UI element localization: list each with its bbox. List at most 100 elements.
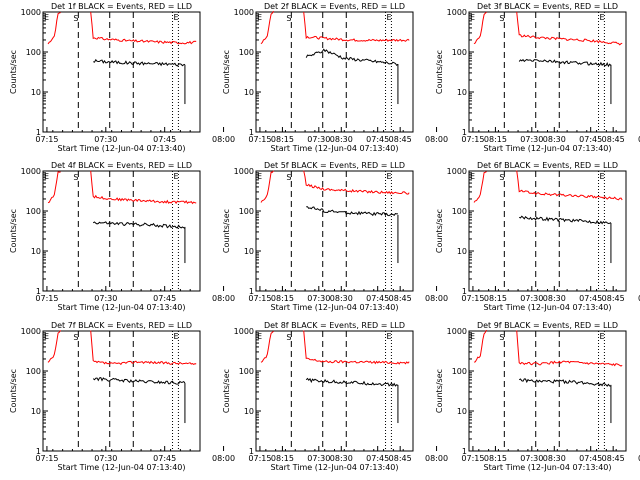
lld-series-pre: [47, 12, 61, 45]
x-tick-label: 07:30: [94, 454, 117, 463]
detector-panel: Det 5f BLACK = Events, RED = LLD11010010…: [222, 161, 625, 312]
x-tick-label: 07:15: [248, 135, 271, 144]
lld-series: [516, 330, 623, 367]
x-tick-label: 07:15: [461, 135, 484, 144]
x-tick-label: 07:45: [153, 294, 176, 303]
x-tick-label: 07:45: [579, 135, 602, 144]
marker-label-e-end: E: [387, 332, 392, 341]
x-tick-label: 07:15: [248, 454, 271, 463]
y-tick-label: 1000: [234, 8, 254, 17]
lld-series-pre: [473, 329, 488, 363]
lld-series-pre: [47, 171, 61, 204]
events-series: [518, 378, 611, 387]
x-tick-label: 07:45: [366, 135, 389, 144]
y-tick-label: 1000: [447, 167, 467, 176]
plot-frame: [255, 11, 414, 133]
events-series: [518, 58, 612, 68]
plot-frame: [255, 170, 414, 292]
x-tick-label: 07:45: [366, 454, 389, 463]
y-tick-label: 10: [457, 88, 467, 97]
y-tick-label: 100: [239, 367, 254, 376]
lld-series-pre: [260, 10, 275, 45]
x-axis-label: Start Time (12-Jun-04 07:13:40): [58, 303, 186, 312]
x-tick-label: 08:15: [484, 135, 507, 144]
x-axis-label: Start Time (12-Jun-04 07:13:40): [271, 463, 399, 472]
y-axis-label: Counts/sec: [9, 369, 18, 413]
marker-label-s: S: [73, 173, 78, 182]
marker-label-e-start: E: [44, 13, 49, 22]
lld-series: [90, 12, 197, 45]
y-tick-label: 100: [452, 207, 467, 216]
x-tick-label: 08:15: [271, 135, 294, 144]
x-axis-label: Start Time (12-Jun-04 07:13:40): [484, 463, 612, 472]
lld-series: [90, 170, 197, 205]
x-tick-label: 07:30: [307, 135, 330, 144]
panel-title: Det 6f BLACK = Events, RED = LLD: [477, 161, 618, 170]
x-tick-label: 08:30: [330, 135, 353, 144]
marker-label-e-start: E: [470, 172, 475, 181]
x-tick-label: 08:00: [212, 135, 235, 144]
plot-frame: [468, 11, 627, 133]
y-tick-label: 100: [239, 207, 254, 216]
y-tick-label: 1: [249, 128, 254, 137]
x-axis-label: Start Time (12-Jun-04 07:13:40): [484, 303, 612, 312]
panel-title: Det 3f BLACK = Events, RED = LLD: [477, 2, 618, 11]
marker-label-e-end: E: [600, 332, 605, 341]
detector-panel: Det 8f BLACK = Events, RED = LLD11010010…: [222, 321, 625, 472]
panel-title: Det 7f BLACK = Events, RED = LLD: [51, 321, 192, 330]
lld-series: [90, 330, 197, 366]
x-tick-label: 07:30: [94, 135, 117, 144]
x-tick-label: 07:45: [579, 454, 602, 463]
x-axis-label: Start Time (12-Jun-04 07:13:40): [271, 144, 399, 153]
marker-label-e-start: E: [470, 332, 475, 341]
y-tick-label: 1000: [447, 8, 467, 17]
x-tick-label: 08:00: [212, 294, 235, 303]
marker-label-s: S: [73, 333, 78, 342]
x-tick-label: 07:45: [579, 294, 602, 303]
lld-series: [516, 170, 623, 201]
y-tick-label: 10: [31, 407, 41, 416]
x-tick-label: 08:30: [330, 294, 353, 303]
y-tick-label: 1: [462, 287, 467, 296]
y-tick-label: 1: [36, 447, 41, 456]
x-tick-label: 07:15: [35, 135, 58, 144]
x-tick-label: 08:45: [602, 454, 625, 463]
detector-panel: Det 4f BLACK = Events, RED = LLD11010010…: [9, 161, 412, 312]
marker-label-s: S: [286, 333, 291, 342]
marker-label-s: S: [286, 14, 291, 23]
x-tick-label: 07:30: [307, 454, 330, 463]
x-tick-label: 07:15: [35, 454, 58, 463]
x-tick-label: 08:15: [484, 454, 507, 463]
x-tick-label: 07:45: [153, 135, 176, 144]
marker-label-e-start: E: [44, 172, 49, 181]
lld-series: [303, 11, 410, 42]
x-tick-label: 08:00: [425, 135, 448, 144]
y-tick-label: 100: [26, 48, 41, 57]
events-series: [92, 221, 186, 229]
marker-label-e-start: E: [257, 172, 262, 181]
lld-series-pre: [473, 171, 487, 203]
x-tick-label: 07:30: [520, 454, 543, 463]
marker-label-s: S: [286, 173, 291, 182]
panel-title: Det 2f BLACK = Events, RED = LLD: [264, 2, 405, 11]
marker-label-s: S: [499, 173, 504, 182]
panel-title: Det 5f BLACK = Events, RED = LLD: [264, 161, 405, 170]
x-axis-label: Start Time (12-Jun-04 07:13:40): [271, 303, 399, 312]
y-tick-label: 1: [36, 287, 41, 296]
x-tick-label: 08:00: [212, 454, 235, 463]
plot-frame: [468, 330, 627, 452]
plot-frame: [255, 330, 414, 452]
lld-series-pre: [260, 170, 274, 203]
panel-title: Det 4f BLACK = Events, RED = LLD: [51, 161, 192, 170]
x-tick-label: 08:45: [389, 454, 412, 463]
marker-label-e-start: E: [257, 332, 262, 341]
events-series: [305, 48, 399, 67]
y-tick-label: 100: [452, 367, 467, 376]
marker-label-e-start: E: [44, 332, 49, 341]
lld-series: [516, 11, 623, 46]
plot-frame: [42, 170, 201, 292]
y-tick-label: 10: [31, 247, 41, 256]
lld-series-pre: [47, 330, 62, 363]
x-tick-label: 07:30: [520, 135, 543, 144]
